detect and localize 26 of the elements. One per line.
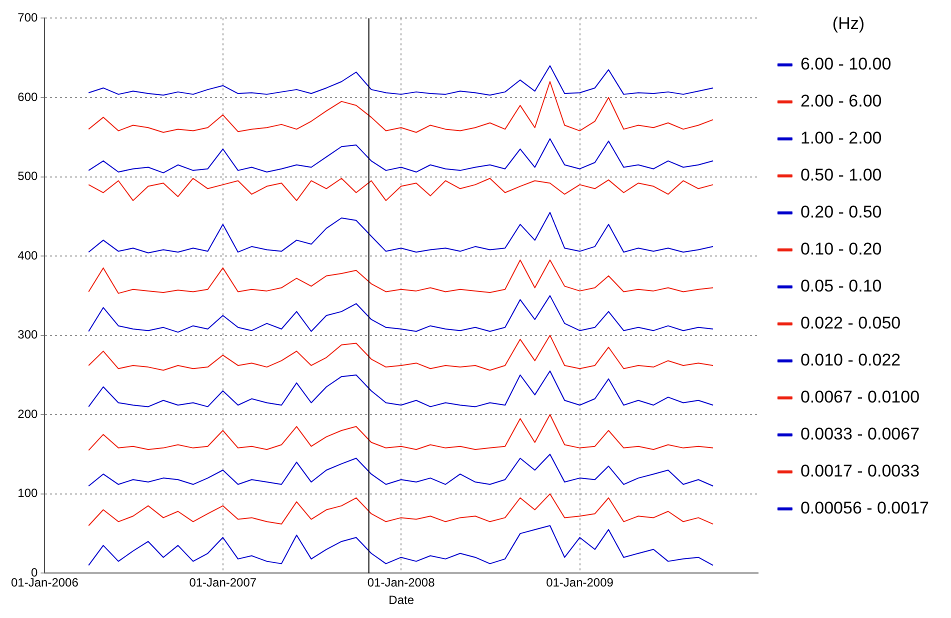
y-tick-label: 500 — [18, 169, 38, 184]
legend-label: 0.0067 - 0.0100 — [800, 388, 920, 407]
y-tick-label: 200 — [18, 406, 38, 421]
x-axis-title: Date — [388, 593, 414, 608]
legend-label: 0.0033 - 0.0067 — [800, 424, 920, 444]
y-tick-label: 300 — [18, 328, 38, 342]
x-tick-label: 01-Jan-2008 — [367, 576, 436, 590]
legend-label: 6.00 - 10.00 — [800, 54, 892, 74]
legend-label: 0.010 - 0.022 — [800, 350, 901, 370]
y-tick-label: 400 — [18, 248, 38, 262]
legend-label: 1.00 - 2.00 — [800, 128, 882, 148]
legend-label: 0.10 - 0.20 — [800, 240, 882, 259]
legend-label: 0.50 - 1.00 — [800, 166, 882, 185]
legend-label: 0.05 - 0.10 — [800, 276, 882, 296]
x-tick-label: 01-Jan-2006 — [10, 576, 79, 590]
y-tick-label: 100 — [18, 486, 38, 500]
legend-label: 0.00056 - 0.0017 — [800, 498, 930, 518]
x-tick-label: 01-Jan-2009 — [546, 576, 614, 590]
legend-label: 2.00 - 6.00 — [800, 92, 882, 111]
y-tick-label: 700 — [18, 10, 38, 25]
y-tick-label: 600 — [18, 90, 38, 104]
legend-label: 0.0017 - 0.0033 — [800, 462, 920, 481]
legend-title: (Hz) — [832, 14, 865, 34]
legend-label: 0.022 - 0.050 — [800, 314, 901, 333]
x-tick-label: 01-Jan-2007 — [189, 576, 257, 590]
legend-label: 0.20 - 0.50 — [800, 202, 882, 222]
